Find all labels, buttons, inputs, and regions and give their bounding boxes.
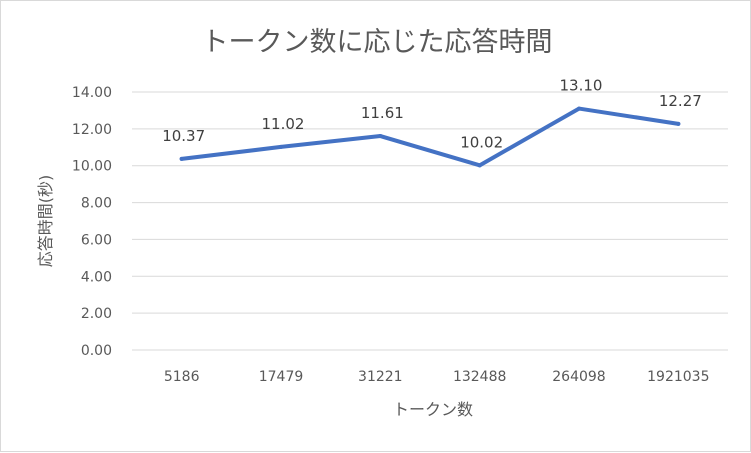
data-point [378,134,383,139]
y-tick-label: 0.00 [81,343,112,359]
chart-title: トークン数に応じた応答時間 [202,27,553,58]
data-point [676,121,681,126]
y-tick-label: 2.00 [81,306,112,322]
data-label: 12.27 [659,92,702,110]
y-tick-label: 14.00 [72,85,112,101]
y-axis-title: 応答時間(秒) [36,175,55,268]
x-tick-label: 31221 [358,369,403,385]
data-label: 11.61 [361,104,404,122]
y-tick-label: 10.00 [72,159,112,175]
y-tick-label: 4.00 [81,269,112,285]
series-group [179,106,681,168]
y-tick-label: 12.00 [72,122,112,138]
y-tick-label: 8.00 [81,196,112,212]
data-label: 13.10 [560,77,603,95]
data-labels: 10.37 11.02 11.61 10.02 13.10 12.27 [162,77,702,152]
x-axis-title: トークン数 [393,400,473,419]
data-label: 10.02 [460,133,503,151]
x-axis-ticks: 5186 17479 31221 132488 264098 1921035 [164,369,710,385]
data-label: 11.02 [262,115,305,133]
x-tick-label: 264098 [552,369,605,385]
x-tick-label: 17479 [259,369,304,385]
data-label: 10.37 [162,127,205,145]
series-line [179,106,681,168]
data-point [179,156,184,161]
x-tick-label: 1921035 [647,369,709,385]
data-point [477,163,482,168]
x-tick-label: 5186 [164,369,200,385]
y-tick-label: 6.00 [81,232,112,248]
x-tick-label: 132488 [453,369,506,385]
gridlines [132,91,728,351]
data-point [577,106,581,111]
data-point [279,144,283,149]
y-axis-ticks: 0.00 2.00 4.00 6.00 8.00 10.00 12.00 14.00 [72,85,112,359]
